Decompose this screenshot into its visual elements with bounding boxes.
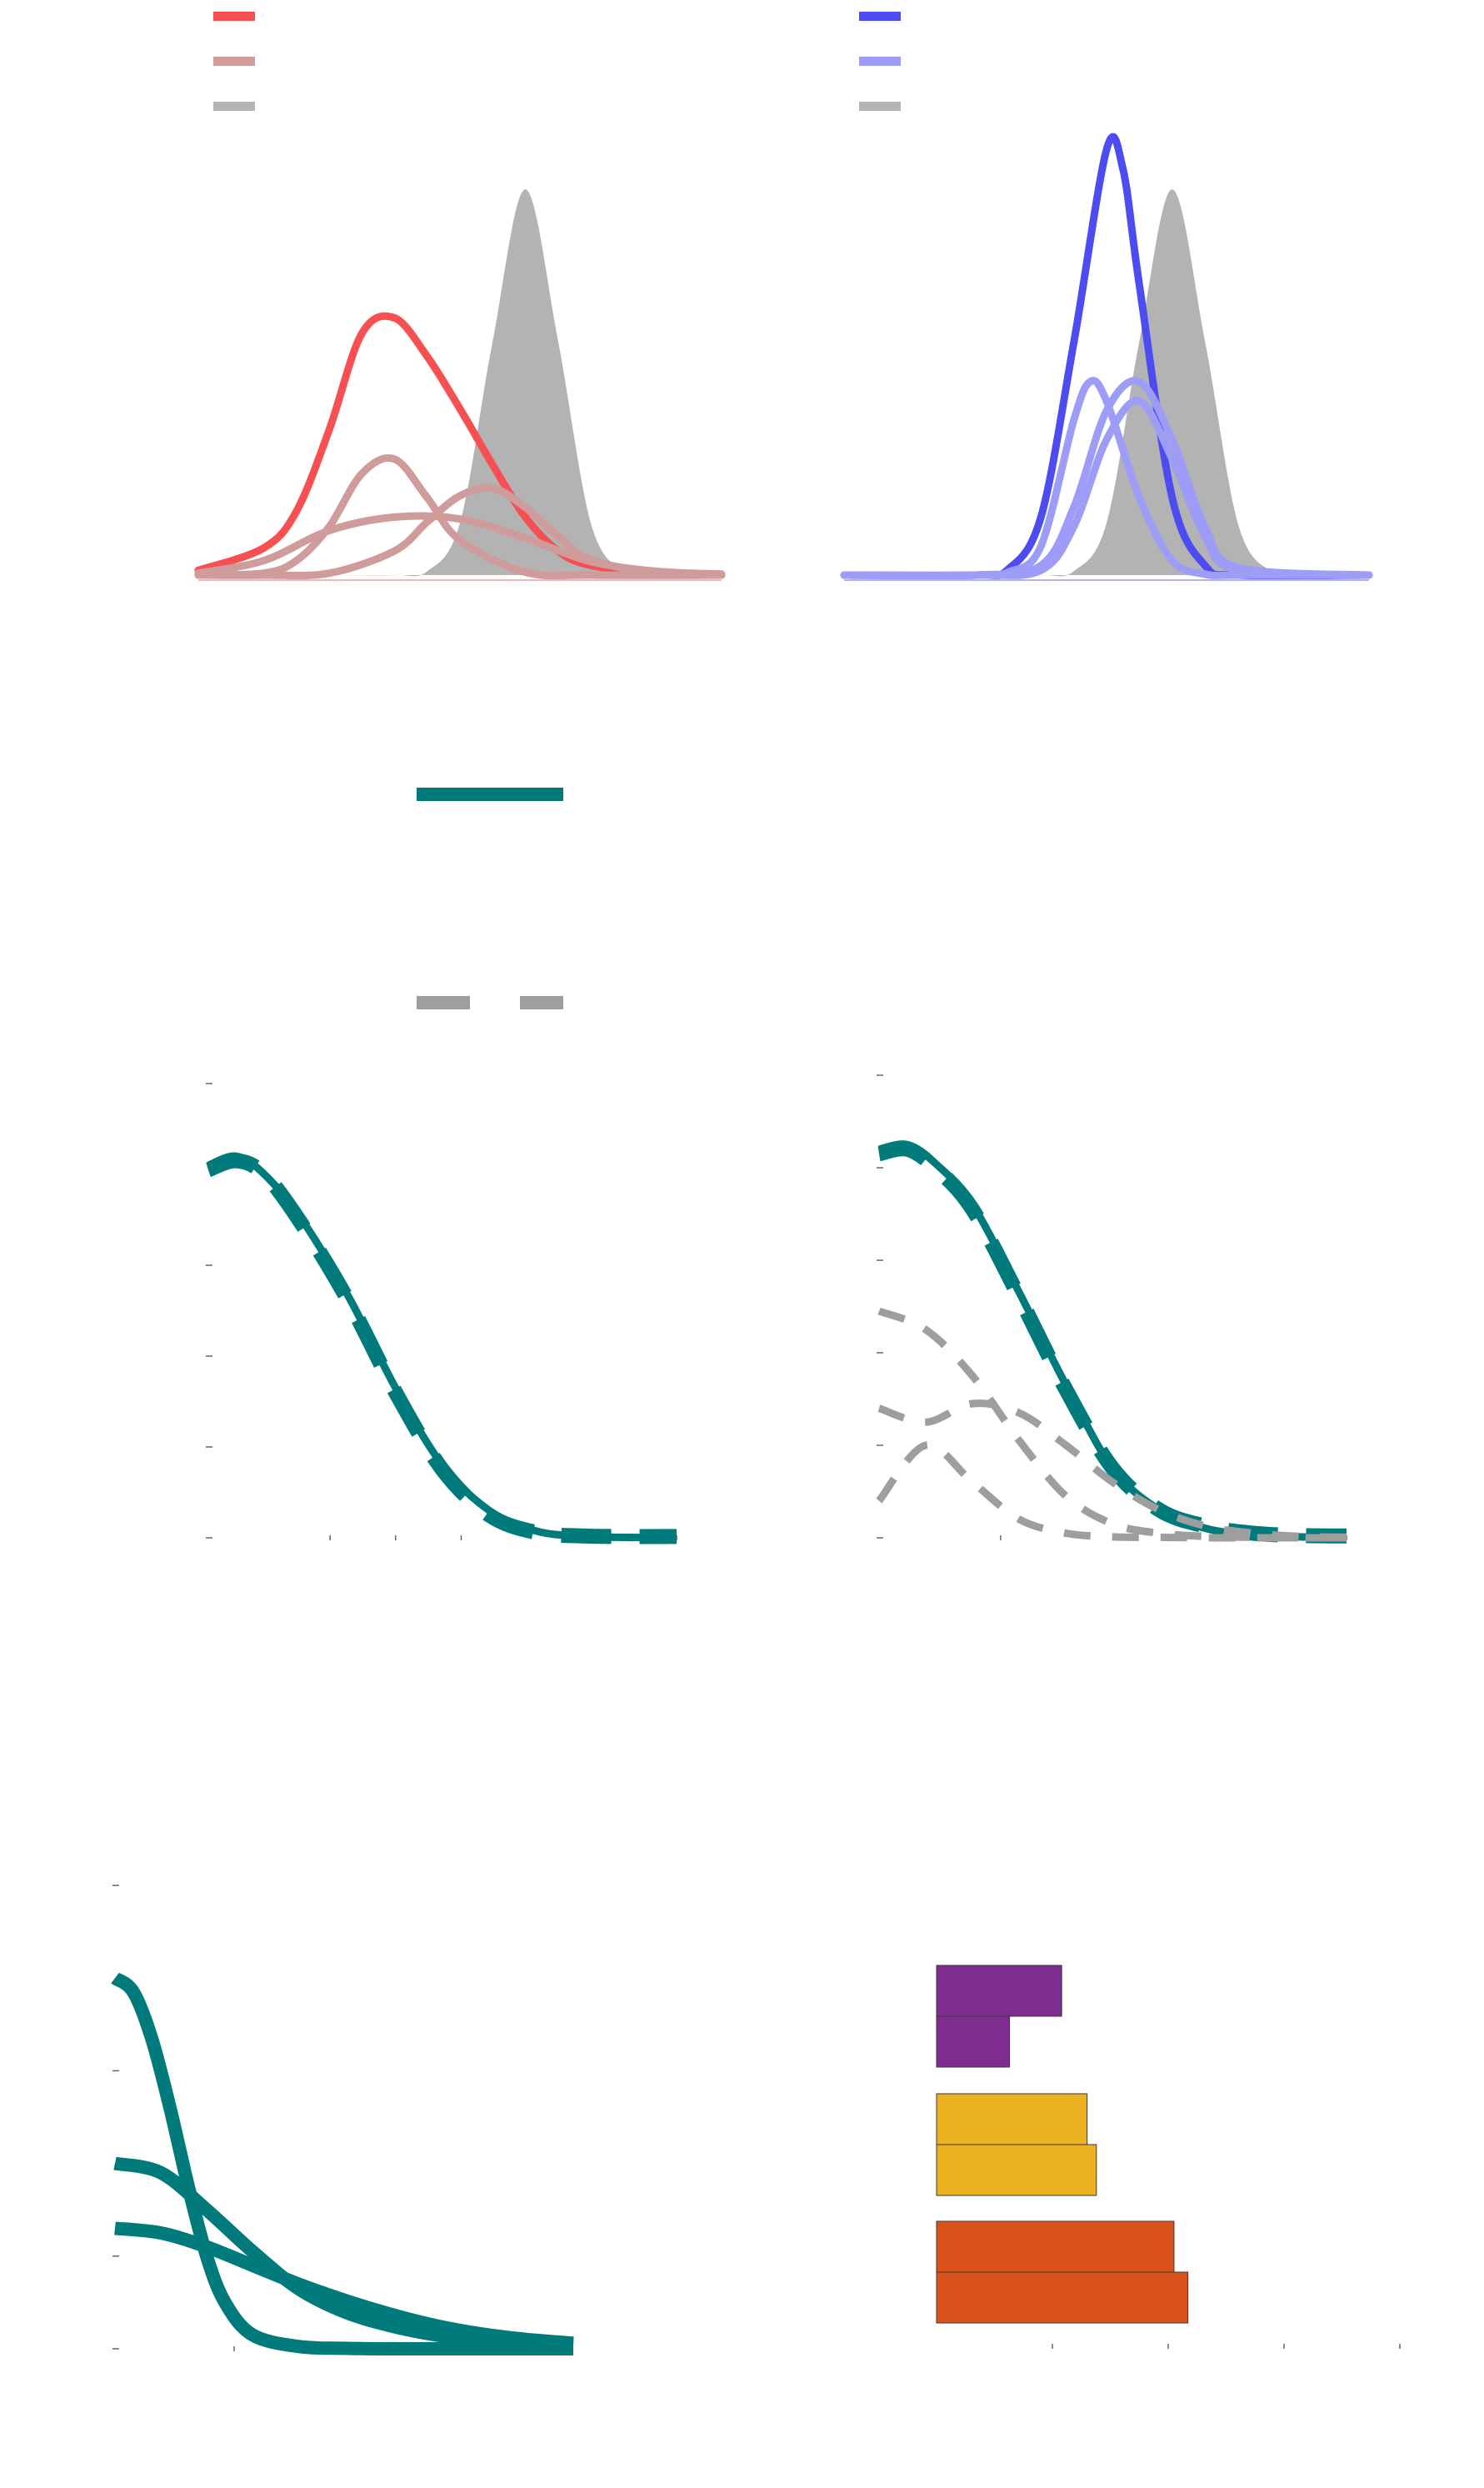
- legend-swatch-0: [859, 12, 901, 21]
- curve-dashed-2: [877, 1307, 1347, 1542]
- density-line-4: [194, 512, 726, 578]
- legend-swatch-2: [213, 102, 255, 111]
- line-style-legend: [417, 788, 563, 1009]
- density-line-2: [194, 454, 726, 580]
- curve-dashed-4: [876, 1441, 1347, 1542]
- curve-solid-2: [114, 2221, 574, 2350]
- curve-solid-0: [111, 1972, 573, 2356]
- legend-swatch-1: [859, 57, 901, 66]
- panel-curves-right: [876, 1074, 1347, 1544]
- panel-horizontal-bars: [936, 1965, 1401, 2349]
- panel-density-blue: [840, 12, 1373, 581]
- legend-swatch-0: [213, 12, 255, 21]
- bar-4: [936, 2220, 1175, 2273]
- density-line-4: [840, 397, 1373, 579]
- panel-curves-left: [205, 1083, 677, 1544]
- bar-3: [936, 2144, 1097, 2196]
- curve-dashed-3: [877, 1399, 1347, 1541]
- density-line-1: [194, 312, 726, 579]
- density-fill-0: [844, 189, 1369, 577]
- bar-2: [936, 2093, 1088, 2145]
- curve-dashed-1: [877, 1141, 1347, 1544]
- curve-dashed-1: [205, 1153, 677, 1544]
- density-line-1: [840, 133, 1373, 580]
- legend-swatch-2: [859, 102, 901, 111]
- curve-solid-1: [113, 2156, 574, 2354]
- legend-swatch-1: [213, 57, 255, 66]
- panel-decay-curves: [111, 1885, 574, 2356]
- bar-1: [936, 2015, 1011, 2068]
- bar-0: [936, 1965, 1062, 2017]
- bar-5: [936, 2271, 1189, 2324]
- panel-density-red: [194, 12, 726, 581]
